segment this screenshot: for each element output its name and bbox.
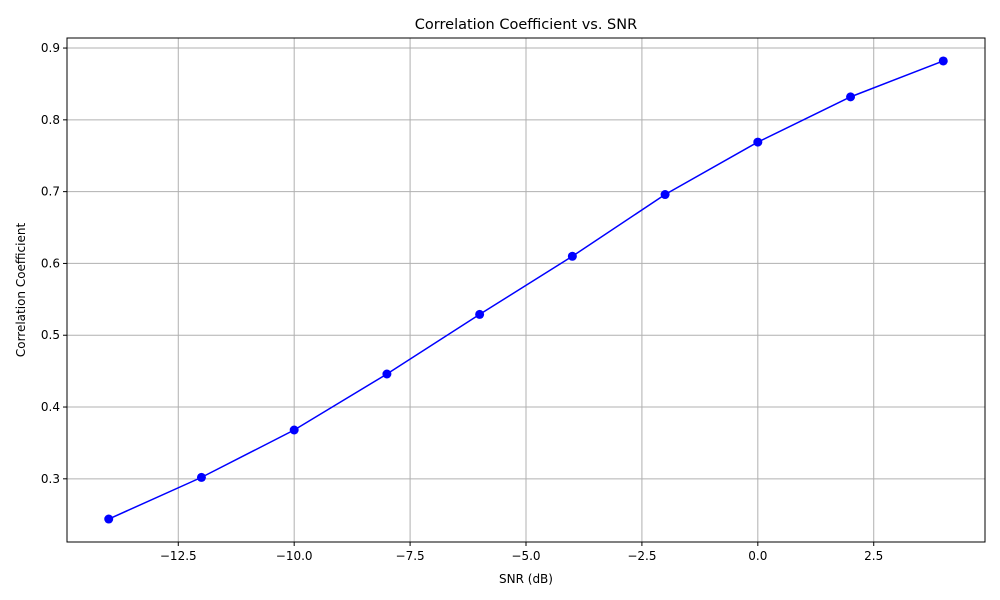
y-tick-label: 0.3 <box>41 472 60 486</box>
y-tick-label: 0.4 <box>41 400 60 414</box>
x-tick-label: −12.5 <box>160 549 197 563</box>
x-axis-title: SNR (dB) <box>499 572 553 586</box>
series-layer <box>104 56 948 524</box>
y-tick-label: 0.6 <box>41 256 60 270</box>
y-axis-title: Correlation Coefficient <box>14 223 28 358</box>
y-tick-label: 0.7 <box>41 185 60 199</box>
data-point <box>475 309 485 319</box>
y-tick-label: 0.5 <box>41 328 60 342</box>
grid <box>67 38 985 542</box>
series-line <box>108 60 944 520</box>
x-tick-label: 2.5 <box>864 549 883 563</box>
y-axis: 0.3 0.4 0.5 0.6 0.7 0.8 0.9 <box>41 41 67 486</box>
data-point <box>567 251 577 261</box>
data-point <box>196 472 206 482</box>
data-point <box>660 190 670 200</box>
data-point <box>289 425 299 435</box>
x-tick-label: −2.5 <box>627 549 656 563</box>
data-point <box>753 137 763 147</box>
chart-title: Correlation Coefficient vs. SNR <box>415 17 637 33</box>
data-point <box>938 56 948 66</box>
data-point <box>846 92 856 102</box>
y-tick-label: 0.8 <box>41 113 60 127</box>
x-tick-label: −10.0 <box>276 549 313 563</box>
x-tick-label: −5.0 <box>511 549 540 563</box>
x-tick-label: 0.0 <box>748 549 767 563</box>
y-tick-label: 0.9 <box>41 41 60 55</box>
data-point <box>382 369 392 379</box>
data-point <box>104 514 114 524</box>
x-axis: −12.5 −10.0 −7.5 −5.0 −2.5 0.0 2.5 <box>160 542 883 563</box>
x-tick-label: −7.5 <box>396 549 425 563</box>
